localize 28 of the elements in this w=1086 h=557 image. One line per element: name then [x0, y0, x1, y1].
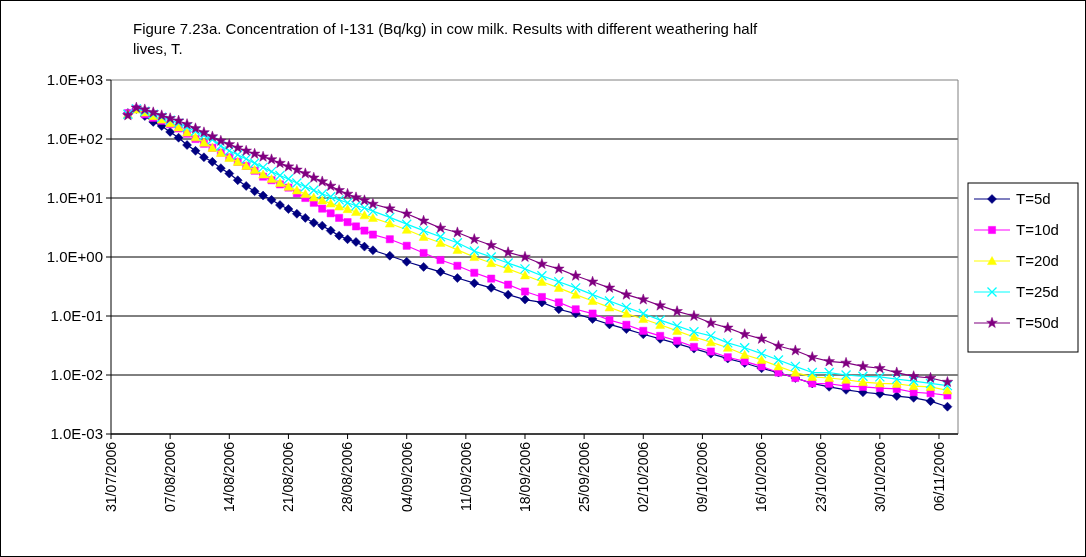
- y-tick-label: 1.0E+01: [46, 189, 103, 207]
- x-tick-label: 07/08/2006: [162, 441, 179, 513]
- x-tick-label: 04/09/2006: [398, 441, 415, 513]
- x-tick-label: 23/10/2006: [812, 441, 829, 513]
- x-tick-label: 09/10/2006: [694, 441, 711, 513]
- y-tick-label: 1.0E+00: [46, 248, 103, 266]
- chart-title: Figure 7.23a. Concentration of I-131 (Bq/kg) in cow milk. Results with different weathering half lives, T.: [133, 20, 759, 57]
- y-tick-label: 1.0E-02: [50, 366, 103, 384]
- y-tick-label: 1.0E-01: [50, 307, 103, 325]
- x-tick-label: 16/10/2006: [753, 441, 770, 513]
- legend-label: T=10d: [1016, 221, 1059, 239]
- legend-label: T=20d: [1016, 252, 1059, 270]
- y-tick-label: 1.0E-03: [50, 425, 103, 443]
- x-tick-label: 30/10/2006: [871, 441, 888, 513]
- legend-label: T=50d: [1016, 314, 1059, 332]
- x-tick-label: 25/09/2006: [576, 441, 593, 513]
- y-tick-label: 1.0E+02: [46, 130, 103, 148]
- y-tick-label: 1.0E+03: [46, 71, 103, 89]
- x-tick-label: 02/10/2006: [635, 441, 652, 513]
- x-tick-label: 31/07/2006: [102, 441, 119, 513]
- x-tick-label: 18/09/2006: [516, 441, 533, 513]
- x-tick-label: 06/11/2006: [930, 441, 947, 512]
- legend-label: T=5d: [1016, 190, 1051, 208]
- legend-label: T=25d: [1016, 283, 1059, 301]
- x-tick-label: 11/09/2006: [457, 441, 474, 512]
- x-tick-label: 14/08/2006: [221, 441, 238, 513]
- x-tick-label: 28/08/2006: [339, 441, 356, 513]
- x-tick-label: 21/08/2006: [280, 441, 297, 513]
